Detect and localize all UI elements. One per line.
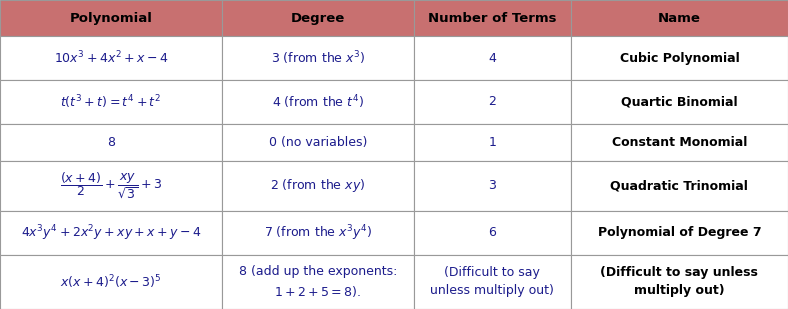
Text: 4 (from the $t^4$): 4 (from the $t^4$) xyxy=(272,93,364,111)
Bar xyxy=(414,36,571,80)
Bar xyxy=(222,255,414,309)
Bar xyxy=(414,211,571,255)
Bar xyxy=(0,0,222,36)
Text: 1: 1 xyxy=(489,136,496,149)
Text: Quartic Binomial: Quartic Binomial xyxy=(621,95,738,108)
Text: Number of Terms: Number of Terms xyxy=(428,11,556,24)
Text: (Difficult to say
unless multiply out): (Difficult to say unless multiply out) xyxy=(430,266,555,297)
Bar xyxy=(222,161,414,211)
Bar xyxy=(571,124,788,161)
Text: 2: 2 xyxy=(489,95,496,108)
Text: Cubic Polynomial: Cubic Polynomial xyxy=(619,52,739,65)
Bar xyxy=(414,161,571,211)
Text: $4x^3y^4+2x^2y+xy+x+y-4$: $4x^3y^4+2x^2y+xy+x+y-4$ xyxy=(20,223,201,243)
Text: Name: Name xyxy=(658,11,701,24)
Text: $t(t^3+t)=t^4+t^2$: $t(t^3+t)=t^4+t^2$ xyxy=(61,93,162,111)
Text: Quadratic Trinomial: Quadratic Trinomial xyxy=(611,180,749,193)
Bar xyxy=(0,36,222,80)
Text: 0 (no variables): 0 (no variables) xyxy=(269,136,367,149)
Text: 4: 4 xyxy=(489,52,496,65)
Text: Degree: Degree xyxy=(291,11,345,24)
Text: $x(x+4)^2(x-3)^5$: $x(x+4)^2(x-3)^5$ xyxy=(60,273,162,291)
Bar xyxy=(0,211,222,255)
Bar xyxy=(0,161,222,211)
Bar xyxy=(0,124,222,161)
Bar xyxy=(571,161,788,211)
Text: Constant Monomial: Constant Monomial xyxy=(611,136,747,149)
Bar xyxy=(0,255,222,309)
Bar xyxy=(0,80,222,124)
Bar xyxy=(414,0,571,36)
Bar xyxy=(571,255,788,309)
Bar xyxy=(222,124,414,161)
Text: 3: 3 xyxy=(489,180,496,193)
Bar xyxy=(414,124,571,161)
Bar xyxy=(571,0,788,36)
Text: 8: 8 xyxy=(107,136,115,149)
Bar xyxy=(222,80,414,124)
Bar xyxy=(571,36,788,80)
Bar xyxy=(414,255,571,309)
Text: $\dfrac{(x+4)}{2}+\dfrac{xy}{\sqrt{3}}+3$: $\dfrac{(x+4)}{2}+\dfrac{xy}{\sqrt{3}}+3… xyxy=(60,171,162,201)
Text: 6: 6 xyxy=(489,226,496,239)
Bar xyxy=(222,211,414,255)
Bar xyxy=(414,80,571,124)
Bar xyxy=(571,80,788,124)
Bar xyxy=(222,0,414,36)
Text: Polynomial of Degree 7: Polynomial of Degree 7 xyxy=(597,226,761,239)
Text: $10x^3+4x^2+x-4$: $10x^3+4x^2+x-4$ xyxy=(54,50,168,66)
Text: 2 (from the $xy$): 2 (from the $xy$) xyxy=(270,177,366,194)
Text: 8 (add up the exponents:
$1+2+5=8$).: 8 (add up the exponents: $1+2+5=8$). xyxy=(239,265,397,299)
Text: 3 (from the $x^3$): 3 (from the $x^3$) xyxy=(271,49,365,67)
Bar xyxy=(571,211,788,255)
Text: 7 (from the $x^3y^4$): 7 (from the $x^3y^4$) xyxy=(264,223,372,243)
Bar xyxy=(222,36,414,80)
Text: Polynomial: Polynomial xyxy=(69,11,152,24)
Text: (Difficult to say unless
multiply out): (Difficult to say unless multiply out) xyxy=(600,266,758,297)
